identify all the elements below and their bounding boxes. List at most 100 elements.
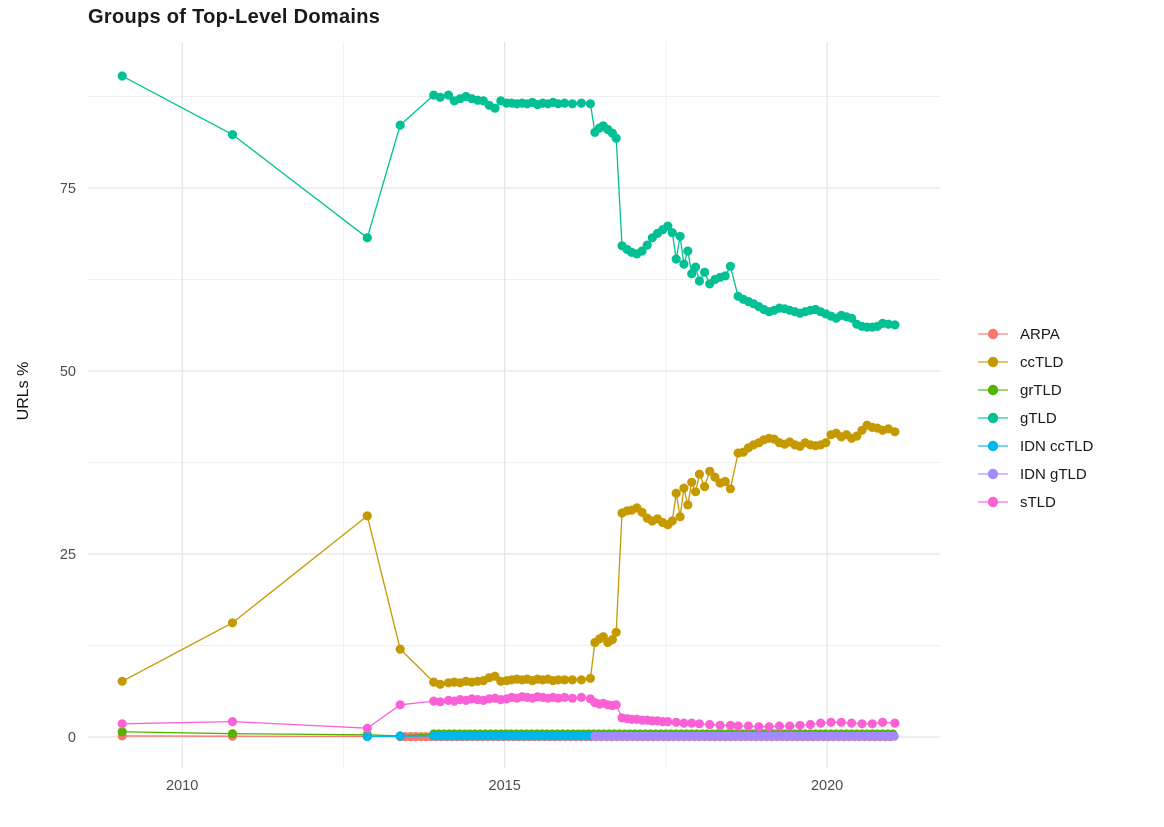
data-point [611, 700, 621, 710]
data-point [774, 721, 785, 731]
data-point [667, 228, 677, 238]
legend-item-gtld: gTLD [978, 410, 1057, 427]
data-point [553, 675, 563, 685]
grid-minor [88, 42, 940, 768]
data-point [637, 246, 647, 256]
series-idn-gtld [590, 731, 899, 741]
data-point [679, 483, 689, 493]
data-point [725, 484, 736, 494]
data-point [663, 221, 673, 231]
legend-label: grTLD [1020, 382, 1062, 399]
data-point [576, 98, 587, 108]
legend-label: IDN ccTLD [1020, 438, 1094, 455]
data-point [785, 721, 795, 731]
y-axis-tick-label: 25 [60, 547, 76, 563]
data-point [725, 261, 736, 271]
data-point [847, 718, 857, 728]
data-point [560, 675, 570, 685]
data-point [117, 71, 127, 81]
data-point [667, 516, 677, 526]
data-point [705, 719, 715, 730]
data-point [560, 98, 570, 108]
legend-item-grtld: grTLD [978, 382, 1062, 399]
data-point [743, 721, 754, 731]
data-point [700, 267, 710, 277]
data-point [694, 469, 705, 479]
data-point [560, 692, 570, 703]
x-axis-tick-label: 2015 [489, 778, 521, 794]
data-point [576, 675, 587, 685]
data-point [576, 692, 587, 703]
data-point [764, 722, 774, 732]
data-point [585, 673, 596, 684]
data-point [227, 729, 238, 739]
data-point [435, 697, 445, 707]
data-point [826, 717, 836, 727]
series-cctld [117, 420, 900, 689]
legend-key-point [987, 468, 999, 480]
data-point [362, 732, 372, 742]
series-line [121, 75, 895, 328]
data-point [720, 476, 730, 487]
x-axis-tick-label: 2020 [811, 778, 843, 794]
data-point [821, 438, 831, 448]
data-point [720, 271, 730, 281]
data-point [362, 723, 372, 733]
data-point [607, 635, 618, 645]
legend-key-point [987, 440, 999, 452]
data-point [663, 717, 673, 727]
legend-item-idn-cctld: IDN ccTLD [978, 438, 1094, 455]
legend-key-point [987, 328, 999, 340]
y-axis-tick-label: 75 [60, 181, 76, 197]
data-point [754, 722, 764, 732]
data-point [117, 676, 127, 686]
data-point [890, 718, 900, 728]
legend-item-stld: sTLD [978, 494, 1056, 511]
chart-title: Groups of Top-Level Domains [88, 6, 381, 28]
legend-item-cctld: ccTLD [978, 354, 1064, 371]
data-point [567, 99, 578, 109]
data-point [585, 99, 596, 109]
data-point [889, 731, 899, 741]
data-point [700, 482, 710, 492]
data-point [567, 693, 578, 703]
data-point [683, 500, 693, 510]
x-axis-tick-label: 2010 [166, 778, 198, 794]
data-point [890, 320, 900, 330]
data-point [687, 477, 697, 487]
data-point [395, 120, 405, 130]
data-point [227, 618, 238, 628]
data-point [691, 487, 701, 497]
data-point [733, 721, 743, 731]
axis-labels: 0 25 50 75 2010 2015 2020 [60, 181, 843, 794]
y-axis-tick-label: 0 [68, 730, 76, 746]
data-point [795, 720, 805, 730]
data-point [117, 727, 127, 737]
data-point [857, 719, 867, 729]
legend-label: sTLD [1020, 494, 1056, 511]
data-point [443, 90, 454, 100]
series-stld [117, 692, 900, 733]
data-point [805, 719, 816, 730]
data-point [227, 717, 238, 727]
data-point [675, 512, 685, 522]
legend-key-point [987, 356, 999, 368]
data-point [490, 103, 500, 113]
data-point [816, 718, 826, 728]
data-point [642, 240, 652, 250]
data-point [679, 718, 689, 728]
legend: ARPA ccTLD grTLD gTLD IDN ccTLD IDN gTLD sTLD [978, 326, 1094, 511]
data-point [671, 717, 681, 727]
data-point [694, 719, 705, 729]
data-point [691, 262, 701, 272]
data-point [362, 233, 372, 243]
data-point [117, 719, 127, 729]
legend-label: IDN gTLD [1020, 466, 1087, 483]
legend-item-idn-gtld: IDN gTLD [978, 466, 1087, 483]
data-point [567, 675, 578, 685]
data-point [395, 700, 405, 710]
grid-major [88, 42, 940, 768]
y-axis-tick-label: 50 [60, 364, 76, 380]
